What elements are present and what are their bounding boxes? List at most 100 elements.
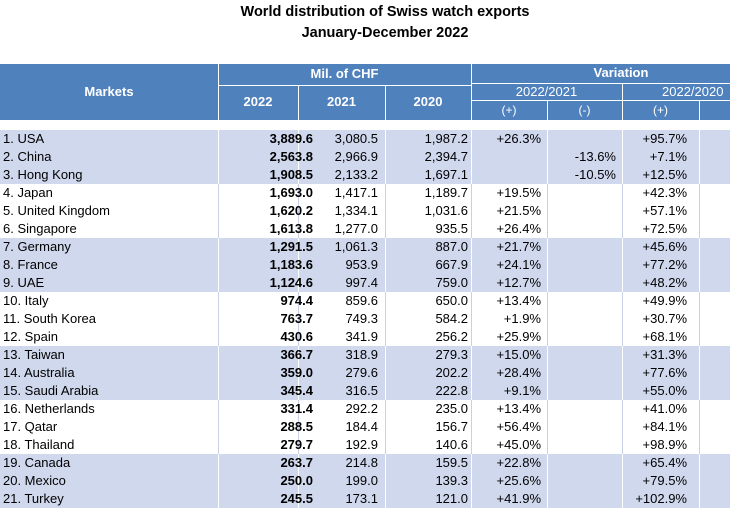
- table-row: 17. Qatar 288.5 184.4 156.7 +56.4% +84.1%: [0, 418, 730, 436]
- table-row: 11. South Korea 763.7 749.3 584.2 +1.9% +30.7…: [0, 310, 730, 328]
- header-var-2022-2020: 2022/2020: [662, 84, 724, 99]
- value-2021-cell: 1,334.1: [334, 203, 378, 218]
- variation-plus-2021-cell: +12.7%: [496, 275, 541, 290]
- variation-plus-2020-cell: +41.0%: [642, 401, 687, 416]
- page-title: World distribution of Swiss watch export…: [240, 4, 530, 20]
- variation-plus-2020-cell: +102.9%: [635, 491, 687, 506]
- page-subtitle: January-December 2022: [301, 25, 469, 41]
- value-2022-cell: 430.6: [280, 329, 313, 344]
- value-2022-cell: 279.7: [280, 437, 313, 452]
- table-row: 2. China 2,563.8 2,966.9 2,394.7 -13.6% +7.1%: [0, 148, 730, 166]
- value-2020-cell: 235.0: [435, 401, 468, 416]
- table-body: 1. USA 3,889.6 3,080.5 1,987.2 +26.3% +95.7% 2…: [0, 120, 730, 508]
- value-2022-cell: 250.0: [280, 473, 313, 488]
- value-2020-cell: 935.5: [435, 221, 468, 236]
- variation-plus-2020-cell: +48.2%: [642, 275, 687, 290]
- table-row: 15. Saudi Arabia 345.4 316.5 222.8 +9.1% +55.…: [0, 382, 730, 400]
- value-2020-cell: 584.2: [435, 311, 468, 326]
- value-2021-cell: 3,080.5: [334, 131, 378, 146]
- variation-plus-2020-cell: +45.6%: [642, 239, 687, 254]
- variation-plus-2020-cell: +98.9%: [642, 437, 687, 452]
- value-2021-cell: 184.4: [345, 419, 378, 434]
- table-row: 12. Spain 430.6 341.9 256.2 +25.9% +68.1%: [0, 328, 730, 346]
- market-cell: 16. Netherlands: [3, 401, 95, 416]
- variation-plus-2020-cell: +30.7%: [642, 311, 687, 326]
- variation-plus-2021-cell: +41.9%: [496, 491, 541, 506]
- value-2021-cell: 292.2: [345, 401, 378, 416]
- value-2021-cell: 318.9: [345, 347, 378, 362]
- variation-plus-2021-cell: +1.9%: [503, 311, 541, 326]
- value-2021-cell: 1,061.3: [334, 239, 378, 254]
- value-2022-cell: 1,183.6: [269, 257, 313, 272]
- header-var-2022-2021: 2022/2021: [515, 84, 578, 99]
- value-2022-cell: 263.7: [280, 455, 313, 470]
- header-year-2021: 2021: [327, 94, 356, 109]
- header-background: [0, 64, 730, 120]
- market-cell: 9. UAE: [3, 275, 45, 290]
- variation-plus-2021-cell: +19.5%: [496, 185, 541, 200]
- market-cell: 13. Taiwan: [3, 347, 65, 362]
- variation-plus-2021-cell: +56.4%: [496, 419, 541, 434]
- variation-plus-2020-cell: +31.3%: [642, 347, 687, 362]
- table-row: 16. Netherlands 331.4 292.2 235.0 +13.4% +41.…: [0, 400, 730, 418]
- value-2020-cell: 202.2: [435, 365, 468, 380]
- variation-plus-2020-cell: +12.5%: [642, 167, 687, 182]
- market-cell: 12. Spain: [3, 329, 58, 344]
- value-2022-cell: 1,908.5: [269, 167, 313, 182]
- value-2022-cell: 1,613.8: [269, 221, 313, 236]
- value-2022-cell: 245.5: [280, 491, 313, 506]
- variation-plus-2021-cell: +45.0%: [496, 437, 541, 452]
- market-cell: 17. Qatar: [3, 419, 58, 434]
- variation-plus-2021-cell: +22.8%: [496, 455, 541, 470]
- market-cell: 3. Hong Kong: [3, 167, 83, 182]
- variation-plus-2020-cell: +95.7%: [642, 131, 687, 146]
- variation-plus-2020-cell: +68.1%: [642, 329, 687, 344]
- value-2022-cell: 1,124.6: [269, 275, 313, 290]
- variation-plus-2020-cell: +84.1%: [642, 419, 687, 434]
- table-row: 8. France 1,183.6 953.9 667.9 +24.1% +77.2%: [0, 256, 730, 274]
- variation-plus-2021-cell: +26.3%: [496, 131, 541, 146]
- variation-plus-2021-cell: +26.4%: [496, 221, 541, 236]
- variation-plus-2021-cell: +21.5%: [496, 203, 541, 218]
- market-cell: 8. France: [3, 257, 58, 272]
- variation-plus-2020-cell: +65.4%: [642, 455, 687, 470]
- value-2020-cell: 140.6: [435, 437, 468, 452]
- value-2022-cell: 2,563.8: [269, 149, 313, 164]
- variation-plus-2020-cell: +49.9%: [642, 293, 687, 308]
- header-mil-chf: Mil. of CHF: [310, 66, 379, 81]
- table-row: 14. Australia 359.0 279.6 202.2 +28.4% +77.6%: [0, 364, 730, 382]
- table-row: 19. Canada 263.7 214.8 159.5 +22.8% +65.4%: [0, 454, 730, 472]
- variation-plus-2020-cell: +42.3%: [642, 185, 687, 200]
- market-cell: 5. United Kingdom: [3, 203, 110, 218]
- variation-plus-2021-cell: +28.4%: [496, 365, 541, 380]
- variation-minus-2021-cell: -10.5%: [574, 167, 616, 182]
- variation-plus-2020-cell: +7.1%: [649, 149, 687, 164]
- value-2020-cell: 256.2: [435, 329, 468, 344]
- value-2021-cell: 214.8: [345, 455, 378, 470]
- table-row: 7. Germany 1,291.5 1,061.3 887.0 +21.7% +45.6…: [0, 238, 730, 256]
- market-cell: 15. Saudi Arabia: [3, 383, 99, 398]
- table-row: 9. UAE 1,124.6 997.4 759.0 +12.7% +48.2%: [0, 274, 730, 292]
- value-2021-cell: 749.3: [345, 311, 378, 326]
- value-2020-cell: 1,031.6: [424, 203, 468, 218]
- value-2020-cell: 2,394.7: [424, 149, 468, 164]
- value-2022-cell: 1,620.2: [269, 203, 313, 218]
- value-2020-cell: 121.0: [435, 491, 468, 506]
- table-row: 3. Hong Kong 1,908.5 2,133.2 1,697.1 -10.5% +…: [0, 166, 730, 184]
- variation-plus-2021-cell: +9.1%: [503, 383, 541, 398]
- value-2020-cell: 159.5: [435, 455, 468, 470]
- value-2022-cell: 763.7: [280, 311, 313, 326]
- variation-plus-2021-cell: +13.4%: [496, 293, 541, 308]
- table-row: 1. USA 3,889.6 3,080.5 1,987.2 +26.3% +95.7%: [0, 130, 730, 148]
- value-2022-cell: 331.4: [280, 401, 313, 416]
- value-2022-cell: 974.4: [280, 293, 313, 308]
- header-year-2022: 2022: [243, 94, 273, 109]
- value-2022-cell: 366.7: [280, 347, 313, 362]
- table-row: 10. Italy 974.4 859.6 650.0 +13.4% +49.9%: [0, 292, 730, 310]
- table-row: 21. Turkey 245.5 173.1 121.0 +41.9% +102.9%: [0, 490, 730, 508]
- header-plus-2021: (+): [501, 103, 517, 117]
- market-cell: 10. Italy: [3, 293, 49, 308]
- value-2021-cell: 192.9: [345, 437, 378, 452]
- variation-plus-2020-cell: +79.5%: [642, 473, 687, 488]
- variation-plus-2021-cell: +24.1%: [496, 257, 541, 272]
